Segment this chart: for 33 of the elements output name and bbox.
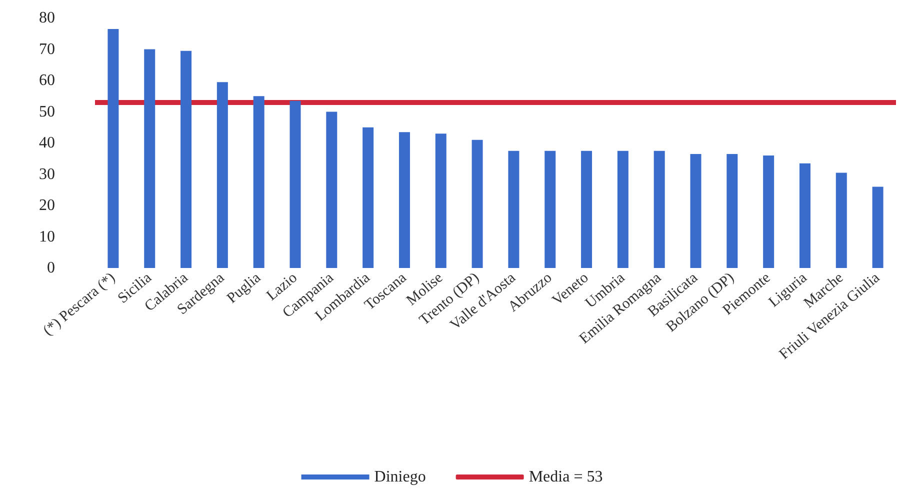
bar xyxy=(872,186,884,268)
y-tick-label: 50 xyxy=(39,103,55,120)
bar xyxy=(763,156,774,268)
bar xyxy=(508,150,520,268)
bar xyxy=(180,50,192,268)
bar xyxy=(398,132,410,268)
bar xyxy=(690,154,702,268)
y-tick-label: 10 xyxy=(39,228,55,246)
y-tick-label: 60 xyxy=(39,72,55,89)
bar xyxy=(290,100,301,268)
bar xyxy=(326,112,338,268)
bar xyxy=(435,134,446,268)
bar xyxy=(544,150,556,268)
y-tick-label: 70 xyxy=(39,40,55,58)
bar xyxy=(617,150,628,268)
bar xyxy=(362,127,374,268)
legend-label: Media = 53 xyxy=(528,468,603,486)
bar xyxy=(654,150,665,268)
y-tick-label: 80 xyxy=(39,10,55,26)
bar xyxy=(726,154,738,268)
bar xyxy=(836,172,847,268)
y-tick-label: 0 xyxy=(47,260,55,276)
bar xyxy=(216,82,228,268)
y-tick-label: 30 xyxy=(39,166,55,183)
bar xyxy=(144,49,156,268)
legend-label: Diniego xyxy=(374,468,426,486)
y-tick-label: 20 xyxy=(39,197,55,214)
bar xyxy=(108,28,119,268)
bar xyxy=(799,163,810,268)
bar xyxy=(253,96,264,268)
bar xyxy=(472,140,483,268)
bar xyxy=(581,150,592,268)
y-tick-label: 40 xyxy=(39,134,55,152)
